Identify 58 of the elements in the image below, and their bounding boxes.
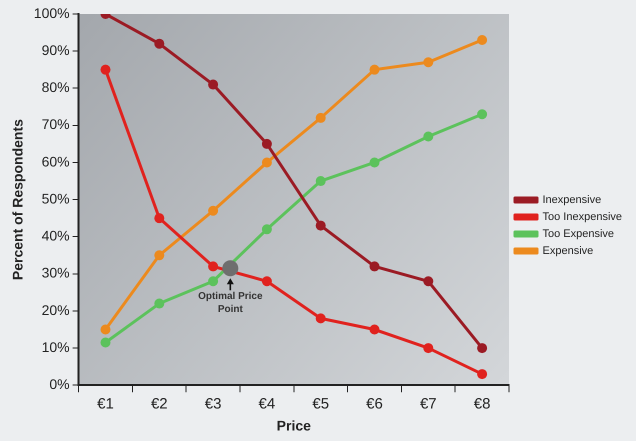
y-tick-label: 90% (42, 42, 70, 58)
legend-label: Too Expensive (542, 228, 614, 240)
point (477, 369, 488, 380)
x-axis-title: Price (276, 417, 312, 434)
point (316, 220, 326, 231)
point (370, 64, 380, 75)
x-tick-label: €4 (258, 395, 276, 412)
legend-label: Too Inexpensive (542, 211, 622, 224)
x-tick-label: €5 (312, 395, 330, 412)
y-tick-label: 40% (42, 228, 70, 244)
point (477, 343, 488, 354)
y-tick-label: 100% (34, 4, 70, 21)
y-tick-label: 20% (42, 302, 70, 318)
y-tick-label: 0% (49, 376, 70, 392)
point (208, 206, 218, 216)
point (262, 157, 272, 168)
point (100, 338, 111, 348)
point (208, 276, 218, 286)
point (316, 313, 326, 324)
point (262, 224, 272, 234)
point (370, 324, 380, 335)
point (423, 131, 434, 142)
y-tick-label: 30% (42, 264, 70, 281)
x-tick-label: €1 (97, 395, 114, 412)
point (316, 176, 326, 186)
point (154, 38, 164, 49)
point (423, 343, 434, 354)
y-tick-label: 50% (42, 190, 70, 206)
point (100, 64, 111, 75)
point (370, 157, 380, 168)
point (477, 109, 488, 120)
point (423, 57, 434, 68)
point (208, 261, 218, 272)
y-tick-label: 60% (42, 153, 70, 170)
legend-label: Expensive (542, 245, 594, 258)
x-tick-label: €6 (366, 395, 383, 412)
point (262, 138, 272, 149)
point (208, 80, 218, 90)
point (316, 112, 326, 123)
x-tick-label: €3 (204, 395, 222, 412)
y-tick-label: 10% (42, 338, 70, 355)
x-tick-label: €7 (420, 395, 437, 412)
point (154, 213, 164, 224)
point (370, 261, 380, 272)
x-tick-label: €8 (474, 395, 490, 412)
point (423, 276, 434, 286)
legend-label: Inexpensive (542, 194, 602, 206)
point (477, 34, 488, 45)
point (154, 250, 164, 260)
point (222, 260, 238, 276)
y-tick-label: 80% (42, 79, 70, 96)
annotation: Optimal Price Point (198, 291, 263, 316)
x-tick-label: €2 (150, 395, 168, 412)
point (100, 324, 111, 335)
point (154, 298, 164, 309)
y-tick-label: 70% (42, 116, 70, 132)
y-axis-title: Percent of Respondents (9, 118, 26, 280)
point (262, 276, 272, 286)
